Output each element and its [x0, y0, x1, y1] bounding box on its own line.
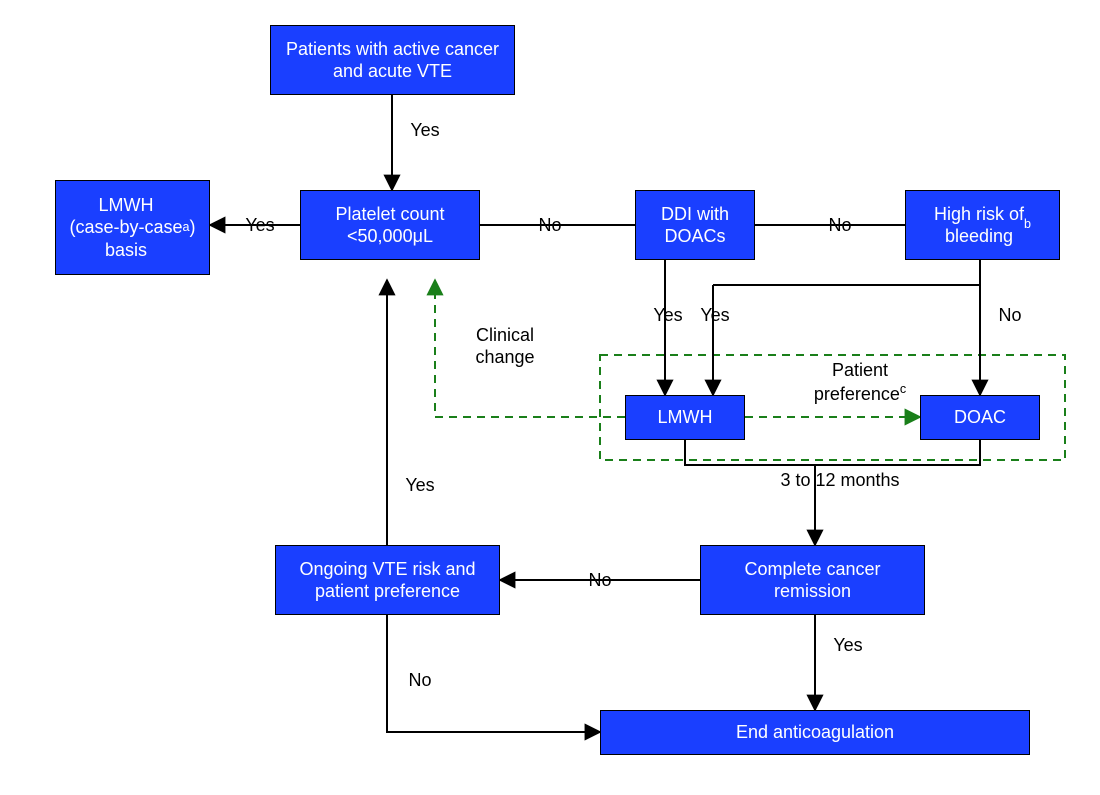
label-yes_hr: Yes [695, 305, 735, 327]
flowchart-stage: Patients with active cancerand acute VTE… [0, 0, 1100, 795]
label-clin: Clinicalchange [455, 325, 555, 368]
label-months: 3 to 12 months [760, 470, 920, 492]
node-hrbleed: High risk ofbleedingb [905, 190, 1060, 260]
node-lmwh: LMWH [625, 395, 745, 440]
node-start: Patients with active cancerand acute VTE [270, 25, 515, 95]
label-yes_ong: Yes [400, 475, 440, 497]
label-no_rem: No [580, 570, 620, 592]
label-yes_ddi: Yes [648, 305, 688, 327]
label-no_plt: No [530, 215, 570, 237]
edge [685, 440, 980, 465]
label-yes1: Yes [405, 120, 445, 142]
label-no_ddi: No [820, 215, 860, 237]
node-doac: DOAC [920, 395, 1040, 440]
node-ongoing: Ongoing VTE risk andpatient preference [275, 545, 500, 615]
label-patpref: Patientpreferencec [790, 360, 930, 405]
node-plt: Platelet count<50,000μL [300, 190, 480, 260]
node-ddi: DDI withDOACs [635, 190, 755, 260]
label-yes_rem: Yes [828, 635, 868, 657]
node-lmwh_cbc: LMWH(case-by-casebasisa) [55, 180, 210, 275]
node-end: End anticoagulation [600, 710, 1030, 755]
label-no_ong: No [400, 670, 440, 692]
label-yes_plt: Yes [240, 215, 280, 237]
label-no_hr: No [990, 305, 1030, 327]
node-remiss: Complete cancerremission [700, 545, 925, 615]
